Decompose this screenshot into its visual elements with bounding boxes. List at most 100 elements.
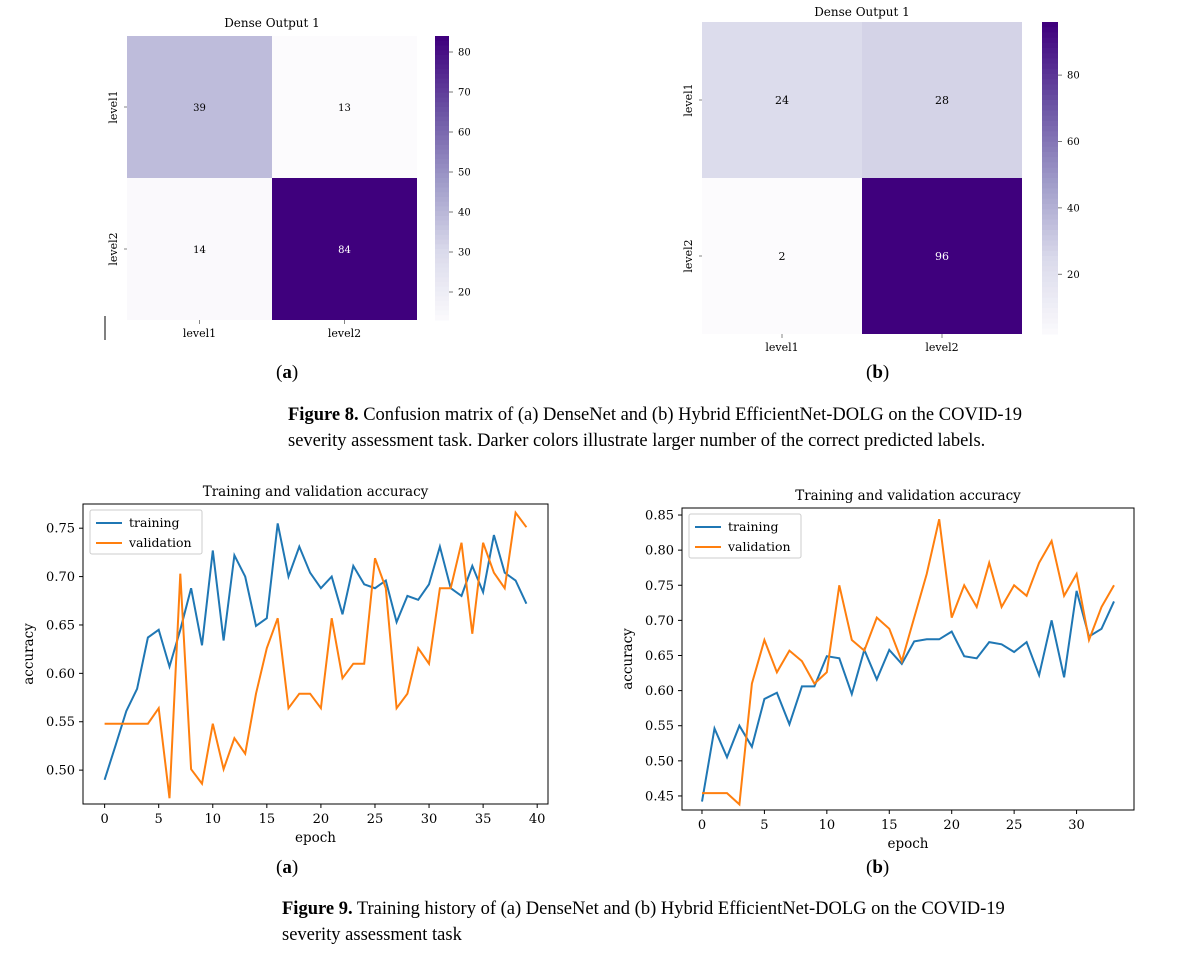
colorbar-segment — [1042, 167, 1058, 174]
colorbar-segment — [1042, 22, 1058, 28]
colorbar-tick-label: 40 — [1067, 203, 1080, 214]
colorbar-segment — [1042, 146, 1058, 153]
colorbar-segment — [435, 97, 449, 103]
x-tick-label: 25 — [367, 812, 384, 827]
colorbar-segment — [1042, 245, 1058, 252]
heatmap-cell — [127, 36, 272, 178]
figure9-label: Figure 9. — [282, 899, 353, 919]
series-line-validation — [702, 518, 1115, 807]
figure9-caption: Figure 9. Training history of (a) DenseN… — [282, 896, 1172, 948]
y-tick-label: 0.60 — [46, 667, 75, 682]
legend-label: validation — [128, 535, 192, 550]
line-chart-b: Training and validation accuracy 0 5 10 15 20… — [620, 488, 1135, 852]
colorbar-tick-label: 60 — [458, 128, 471, 139]
colorbar-tick-label: 40 — [458, 208, 471, 219]
colorbar-segment — [435, 187, 449, 193]
colorbar-segment — [1042, 328, 1058, 335]
colorbar-segment — [1042, 74, 1058, 80]
colorbar-segment — [435, 159, 449, 165]
y-tick-label: 0.50 — [46, 764, 75, 779]
colorbar-segment — [435, 130, 449, 136]
heatmap-col-label: level1 — [765, 341, 798, 354]
colorbar-segment — [1042, 126, 1058, 132]
colorbar-segment — [1042, 266, 1058, 273]
colorbar-segment — [1042, 271, 1058, 278]
colorbar-segment — [1042, 120, 1058, 127]
colorbar-segment — [435, 107, 449, 113]
colorbar-segment — [435, 125, 449, 132]
fig9-sublabel-a: (a) — [276, 857, 299, 878]
colorbar-tick-label: 60 — [1067, 137, 1080, 148]
colorbar-segment — [435, 315, 449, 321]
colorbar-segment — [1042, 94, 1058, 101]
x-tick-label: 5 — [155, 812, 163, 827]
colorbar-segment — [435, 73, 449, 80]
colorbar-segment — [435, 135, 449, 141]
heatmap-cell-value: 13 — [338, 103, 351, 114]
heatmap-row-label: level1 — [682, 83, 695, 116]
x-tick-label: 20 — [943, 818, 960, 833]
colorbar-tick-label: 20 — [1067, 270, 1080, 281]
x-tick-label: 0 — [698, 818, 706, 833]
heatmap-cell — [862, 22, 1022, 178]
y-tick-label: 0.65 — [645, 649, 674, 664]
colorbar-segment — [435, 163, 449, 170]
colorbar-segment — [1042, 27, 1058, 33]
colorbar-segment — [435, 40, 449, 47]
legend-label: training — [129, 515, 180, 530]
colorbar-segment — [1042, 105, 1058, 111]
heatmap-cell-value: 14 — [193, 245, 206, 256]
heatmap-cell-value: 39 — [193, 103, 206, 114]
colorbar-segment — [435, 149, 449, 155]
legend-label: training — [728, 519, 779, 534]
colorbar-segment — [1042, 110, 1058, 117]
colorbar-segment — [435, 234, 449, 241]
heatmap-cell — [702, 22, 862, 178]
x-tick-label: 40 — [529, 812, 546, 827]
colorbar-segment — [1042, 302, 1058, 309]
colorbar-segment — [1042, 48, 1058, 54]
colorbar-segment — [435, 83, 449, 89]
x-tick-label: 0 — [100, 812, 108, 827]
colorbar-segment — [1042, 240, 1058, 247]
x-tick-label: 30 — [1068, 818, 1085, 833]
colorbar-segment — [435, 230, 449, 236]
y-tick-label: 0.75 — [645, 579, 674, 594]
colorbar-segment — [435, 154, 449, 160]
colorbar-segment — [1042, 172, 1058, 179]
heatmap-row-label: level2 — [682, 239, 695, 272]
heatmap-cell-value: 28 — [935, 94, 949, 107]
heatmap-col-label: level1 — [183, 327, 216, 340]
colorbar-segment — [1042, 287, 1058, 293]
colorbar-segment — [1042, 209, 1058, 215]
colorbar-segment — [435, 111, 449, 118]
colorbar-segment — [435, 144, 449, 151]
heatmap-b: Dense Output 1 24 28 2 96 level1 level2 level1 l… — [682, 5, 1080, 354]
colorbar-segment — [435, 116, 449, 122]
x-axis-label: epoch — [295, 830, 336, 846]
figure9-caption-line1: Training history of (a) DenseNet and (b)… — [356, 899, 1005, 919]
colorbar-segment — [435, 305, 449, 312]
figure8-label: Figure 8. — [288, 405, 359, 425]
y-tick-label: 0.85 — [645, 509, 674, 524]
x-tick-label: 10 — [204, 812, 221, 827]
x-tick-label: 30 — [421, 812, 438, 827]
y-tick-label: 0.45 — [645, 789, 674, 804]
figure8-caption-line1: Confusion matrix of (a) DenseNet and (b)… — [363, 405, 1023, 425]
colorbar-segment — [1042, 178, 1058, 184]
y-tick-label: 0.75 — [46, 522, 75, 537]
colorbar-segment — [435, 211, 449, 217]
heatmap-cell — [272, 178, 417, 320]
colorbar-segment — [1042, 276, 1058, 283]
colorbar-segment — [435, 253, 449, 260]
y-tick-label: 0.55 — [645, 719, 674, 734]
colorbar-segment — [1042, 136, 1058, 143]
colorbar-segment — [435, 277, 449, 283]
heatmap-col-label: level2 — [328, 327, 361, 340]
colorbar-segment — [1042, 53, 1058, 59]
fig8-sublabel-a: (a) — [276, 362, 299, 383]
colorbar-segment — [1042, 89, 1058, 96]
colorbar-segment — [1042, 318, 1058, 325]
series-line-training — [103, 523, 528, 781]
colorbar-segment — [435, 215, 449, 222]
